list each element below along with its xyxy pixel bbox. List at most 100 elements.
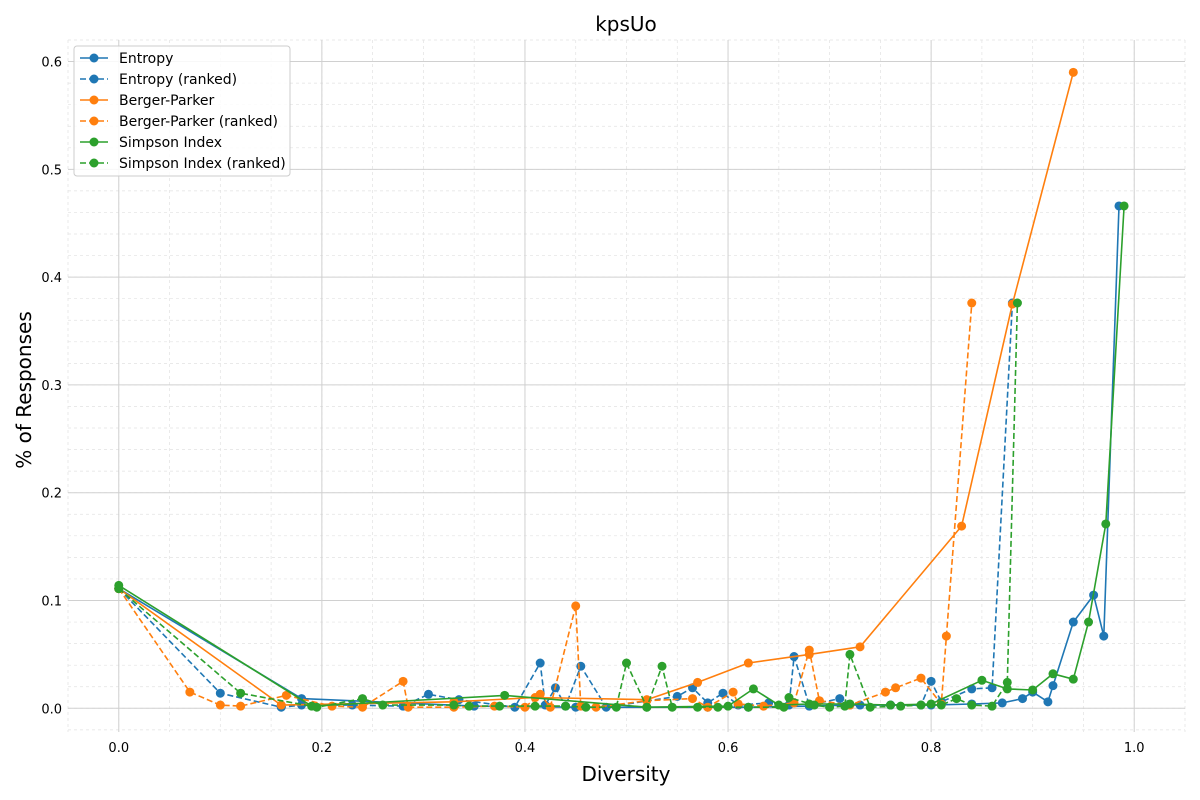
data-point xyxy=(1043,697,1053,707)
data-point xyxy=(642,696,652,706)
data-point xyxy=(642,702,652,712)
data-point xyxy=(378,700,388,710)
legend-label: Entropy (ranked) xyxy=(119,72,237,88)
data-point xyxy=(667,702,677,712)
data-point xyxy=(1018,694,1028,704)
series-line xyxy=(118,205,1125,709)
data-point xyxy=(733,699,743,709)
data-point xyxy=(571,601,581,611)
x-axis-ticks: 0.0 0.2 0.4 0.6 0.8 1.0 xyxy=(108,741,1144,756)
y-axis-label: % of Responses xyxy=(12,311,36,468)
data-point xyxy=(713,702,723,712)
data-point xyxy=(561,701,571,711)
data-point xyxy=(581,702,591,712)
data-point xyxy=(743,658,753,668)
data-point xyxy=(1068,67,1078,77)
legend: Entropy Entropy (ranked) Berger-Parker Berg… xyxy=(73,45,291,177)
legend-item: Berger-Parker xyxy=(80,93,215,109)
data-point xyxy=(880,687,890,697)
data-point xyxy=(693,702,703,712)
data-point xyxy=(622,658,631,668)
data-point xyxy=(967,298,977,308)
legend-item: Entropy (ranked) xyxy=(80,72,237,88)
data-point xyxy=(936,700,946,710)
y-tick-label: 0.0 xyxy=(41,702,62,717)
series-line xyxy=(118,205,1120,709)
data-point xyxy=(1119,201,1129,211)
data-point xyxy=(784,693,794,703)
legend-label: Entropy xyxy=(119,51,173,67)
legend-item: Entropy xyxy=(80,51,173,67)
legend-marker xyxy=(89,74,99,84)
series-line xyxy=(118,72,1075,706)
data-point xyxy=(510,702,520,712)
data-point xyxy=(916,673,926,683)
x-tick-label: 0.8 xyxy=(921,741,942,756)
data-point xyxy=(423,689,433,699)
data-point xyxy=(941,631,951,641)
data-point xyxy=(723,701,733,711)
series-5 xyxy=(114,298,1022,712)
legend-label: Simpson Index xyxy=(119,135,222,151)
data-point xyxy=(449,700,459,710)
data-point xyxy=(576,661,586,671)
x-tick-label: 0.6 xyxy=(718,741,739,756)
data-point xyxy=(896,701,906,711)
data-point xyxy=(398,676,408,686)
data-point xyxy=(997,698,1007,708)
data-point xyxy=(1048,681,1058,691)
data-point xyxy=(718,688,728,698)
chart-title: kpsUo xyxy=(595,12,657,36)
data-point xyxy=(185,687,195,697)
data-point xyxy=(743,702,753,712)
legend-marker xyxy=(89,116,99,126)
series-3 xyxy=(114,298,977,712)
data-point xyxy=(236,701,246,711)
data-point xyxy=(855,642,865,652)
data-point xyxy=(601,702,611,712)
x-axis-label: Diversity xyxy=(582,762,671,786)
data-point xyxy=(357,694,367,704)
legend-label: Berger-Parker xyxy=(119,93,215,109)
y-tick-label: 0.4 xyxy=(41,271,62,286)
data-point xyxy=(520,702,530,712)
legend-item: Berger-Parker (ranked) xyxy=(80,114,278,130)
y-tick-label: 0.6 xyxy=(41,56,62,71)
legend-marker xyxy=(89,137,99,147)
data-point xyxy=(357,702,367,712)
data-point xyxy=(236,688,246,698)
data-point xyxy=(987,683,997,693)
data-point xyxy=(891,683,901,693)
y-tick-label: 0.5 xyxy=(41,163,62,178)
data-point xyxy=(591,702,601,712)
y-tick-label: 0.3 xyxy=(41,379,62,394)
series-0 xyxy=(114,201,1124,712)
data-point xyxy=(952,694,962,704)
data-point xyxy=(657,661,667,671)
legend-item: Simpson Index (ranked) xyxy=(80,156,286,172)
legend-box xyxy=(73,45,291,177)
data-point xyxy=(1099,631,1109,641)
data-point xyxy=(530,701,540,711)
y-tick-label: 0.2 xyxy=(41,487,62,502)
data-point xyxy=(1068,674,1078,684)
data-point xyxy=(916,700,926,710)
series-4 xyxy=(114,201,1129,712)
y-axis-ticks: 0.0 0.1 0.2 0.3 0.4 0.5 0.6 xyxy=(41,56,62,718)
data-point xyxy=(759,701,769,711)
data-point xyxy=(114,584,124,594)
data-point xyxy=(215,700,225,710)
data-point xyxy=(281,690,291,700)
data-point xyxy=(926,676,936,686)
data-point xyxy=(535,689,545,699)
data-point xyxy=(312,702,322,712)
data-point xyxy=(1084,617,1094,627)
data-point xyxy=(825,702,835,712)
data-point xyxy=(1028,685,1038,695)
data-point xyxy=(535,658,545,668)
data-point xyxy=(703,702,713,712)
x-tick-label: 1.0 xyxy=(1124,741,1145,756)
data-point xyxy=(495,701,505,711)
data-point xyxy=(728,687,738,697)
data-point xyxy=(748,684,758,694)
